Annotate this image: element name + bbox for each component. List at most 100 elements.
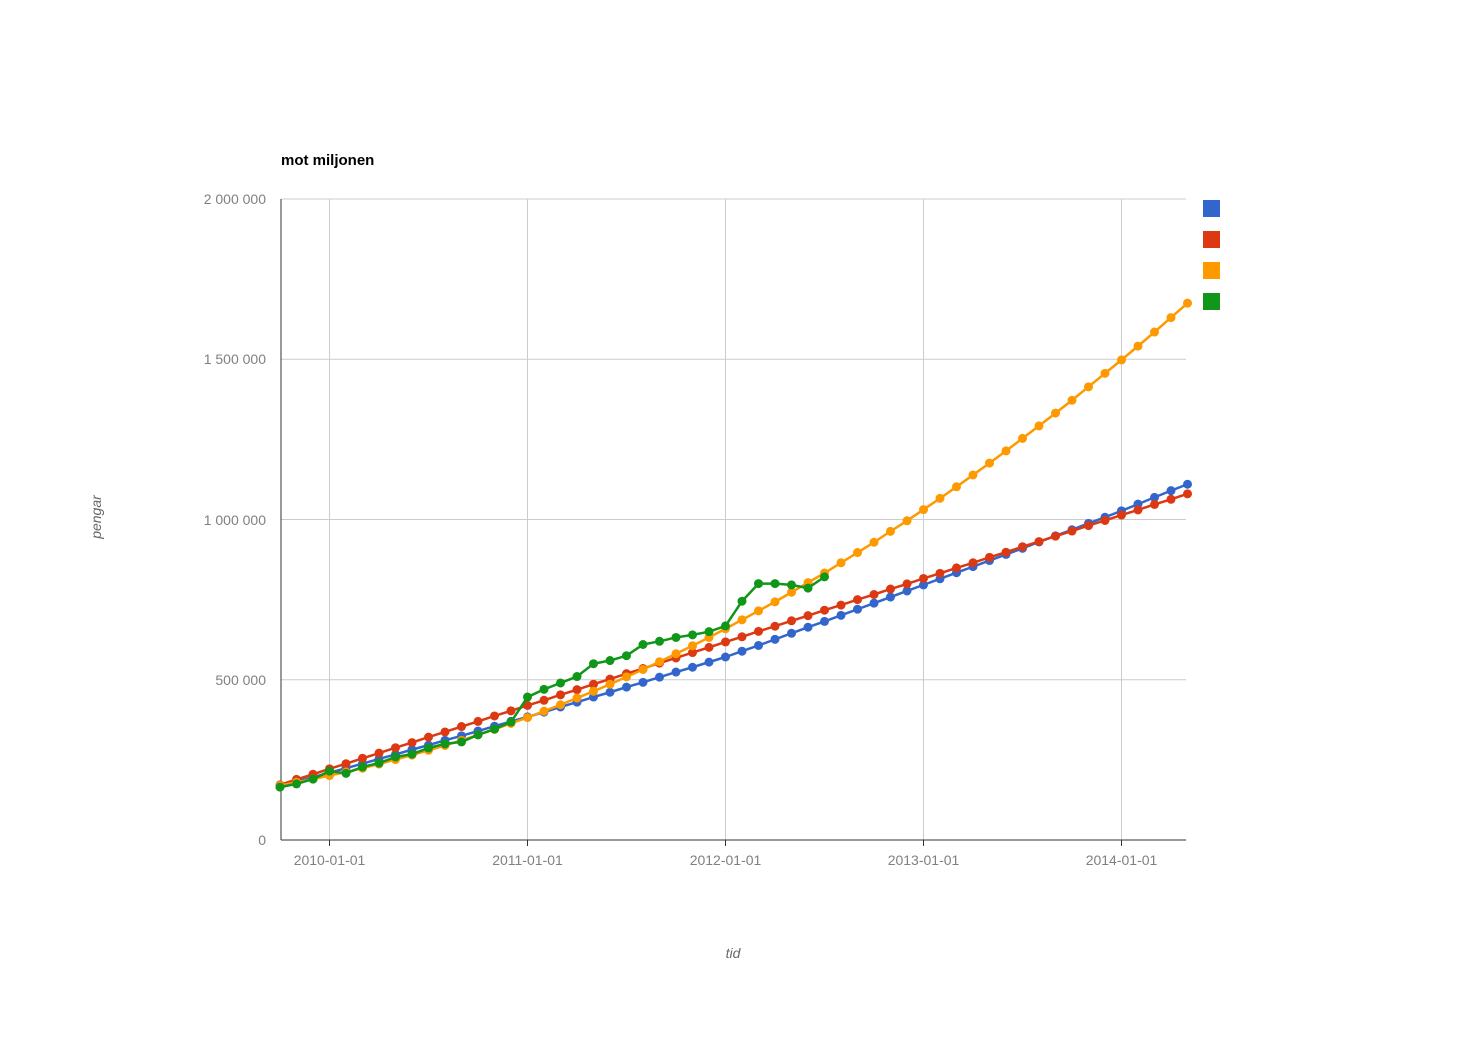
- series-green-point: [374, 758, 384, 768]
- series-red-point: [358, 753, 367, 763]
- x-tick-label: 2014-01-01: [1085, 852, 1158, 868]
- series-orange-point: [688, 641, 697, 651]
- series-green-point: [358, 762, 367, 772]
- series-orange-point: [539, 706, 549, 716]
- series-red-point: [688, 648, 697, 658]
- x-axis-title: tid: [725, 945, 741, 961]
- series-orange-point: [589, 686, 598, 696]
- legend-swatch-blue: [1203, 200, 1220, 217]
- series-orange-point: [754, 606, 763, 616]
- legend: [1203, 200, 1220, 324]
- series-orange-line: [278, 301, 1189, 787]
- series-red-point: [770, 621, 780, 631]
- series-red-point: [1100, 515, 1110, 525]
- series-red-point: [391, 743, 400, 753]
- series-blue-point: [836, 610, 846, 620]
- series-orange-point: [1183, 298, 1192, 308]
- series-blue-point: [787, 628, 796, 638]
- series-red-point: [1001, 547, 1011, 557]
- series-blue-point: [919, 580, 928, 590]
- series-blue-point: [671, 667, 681, 677]
- series-green-point: [275, 782, 285, 792]
- series-orange-point: [985, 458, 994, 468]
- y-tick-label: 1 000 000: [203, 511, 266, 528]
- series-green-point: [605, 656, 615, 666]
- series-orange-point: [638, 664, 648, 674]
- series-orange-point: [572, 693, 582, 703]
- series-orange-point: [1001, 446, 1011, 456]
- series-red-point: [1051, 531, 1060, 541]
- series-red-point: [506, 706, 516, 716]
- series-red-point: [341, 759, 351, 769]
- series-red-point: [589, 679, 598, 689]
- series-red-point: [1018, 542, 1027, 552]
- series-green-point: [523, 692, 532, 702]
- series-green-point: [820, 572, 829, 582]
- series-red-point: [1084, 521, 1093, 531]
- series-green-point: [803, 583, 813, 593]
- series-blue-point: [1166, 486, 1176, 496]
- x-tick-label: 2011-01-01: [492, 852, 563, 868]
- y-tick-label: 2 000 000: [203, 191, 266, 207]
- series-orange-point: [968, 470, 978, 480]
- series-orange-point: [523, 713, 532, 723]
- series-blue-point: [853, 604, 862, 614]
- legend-swatch-red: [1203, 231, 1220, 248]
- series-orange-point: [1084, 382, 1093, 392]
- series-green-point: [754, 579, 763, 589]
- series-red-point: [754, 626, 763, 636]
- series-orange-point: [952, 482, 961, 492]
- x-tick-label: 2012-01-01: [689, 852, 762, 868]
- series-red-point: [457, 722, 466, 732]
- series-green-point: [407, 749, 417, 759]
- legend-swatch-orange: [1203, 262, 1220, 279]
- series-orange-point: [869, 537, 879, 547]
- series-green-point: [655, 636, 664, 646]
- series-blue-point: [688, 662, 697, 672]
- series-blue-point: [704, 657, 714, 667]
- series-green-point: [704, 627, 714, 637]
- series-green-point: [457, 737, 466, 747]
- series-red-point: [440, 727, 450, 737]
- series-orange-point: [886, 526, 895, 536]
- series-blue-point: [622, 682, 631, 692]
- chart-title: mot miljonen: [281, 152, 375, 169]
- series-green-point: [721, 621, 730, 631]
- series-green-point: [391, 752, 400, 762]
- series-red-point: [820, 605, 829, 615]
- series-orange: [275, 298, 1192, 791]
- series-red-point: [1183, 489, 1192, 499]
- series-orange-point: [1150, 327, 1159, 337]
- series-green-point: [440, 739, 450, 749]
- series-green-point: [473, 730, 483, 740]
- series-orange-point: [787, 587, 796, 597]
- series-green-point: [424, 743, 433, 753]
- x-tick-label: 2013-01-01: [887, 852, 960, 868]
- series-green-point: [737, 596, 747, 606]
- series-green-point: [506, 717, 516, 727]
- series-red-point: [1150, 499, 1159, 509]
- series-orange-point: [902, 516, 912, 526]
- series-blue-point: [886, 592, 895, 602]
- series-green-point: [638, 639, 648, 649]
- series-green-point: [539, 684, 549, 694]
- series-green-point: [325, 766, 334, 776]
- legend-swatch-green: [1203, 293, 1220, 310]
- series-red-point: [737, 632, 747, 642]
- series-red-point: [721, 637, 730, 647]
- series-blue-point: [1183, 479, 1192, 489]
- series-orange-point: [556, 700, 565, 710]
- series-green-point: [341, 768, 351, 778]
- series-red-point: [473, 716, 483, 726]
- series-orange-point: [935, 493, 945, 503]
- series-green-point: [556, 678, 565, 688]
- series-green-line: [278, 575, 826, 789]
- series-blue-point: [638, 677, 648, 687]
- series-red-point: [919, 573, 928, 583]
- series-orange-point: [853, 548, 862, 558]
- series-red-point: [523, 700, 532, 710]
- series-orange-point: [836, 558, 846, 568]
- series-orange-point: [737, 615, 747, 625]
